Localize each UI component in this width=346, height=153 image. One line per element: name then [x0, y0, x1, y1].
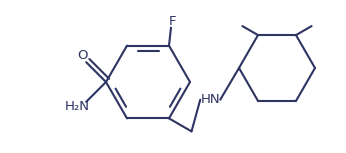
- Text: H₂N: H₂N: [65, 100, 90, 113]
- Text: HN: HN: [200, 93, 220, 106]
- Text: F: F: [168, 15, 176, 28]
- Text: O: O: [77, 49, 88, 62]
